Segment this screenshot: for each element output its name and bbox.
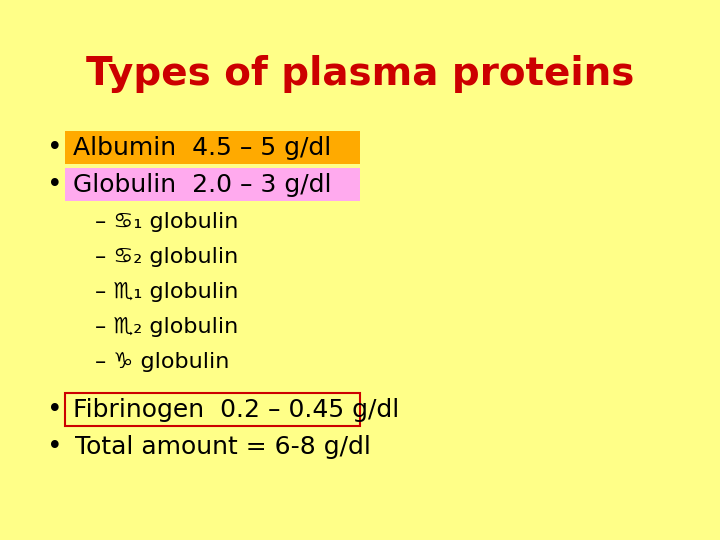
Text: •: • (48, 397, 63, 423)
Text: Total amount = 6-8 g/dl: Total amount = 6-8 g/dl (75, 435, 371, 459)
Text: Globulin  2.0 – 3 g/dl: Globulin 2.0 – 3 g/dl (73, 173, 331, 197)
Text: – ♋₁ globulin: – ♋₁ globulin (95, 212, 238, 232)
Text: Fibrinogen  0.2 – 0.45 g/dl: Fibrinogen 0.2 – 0.45 g/dl (73, 398, 400, 422)
Text: Albumin  4.5 – 5 g/dl: Albumin 4.5 – 5 g/dl (73, 136, 331, 160)
Text: •: • (48, 172, 63, 198)
Text: – ♋₂ globulin: – ♋₂ globulin (95, 247, 238, 267)
Text: – ♑ globulin: – ♑ globulin (95, 352, 230, 372)
FancyBboxPatch shape (65, 131, 360, 164)
Text: Types of plasma proteins: Types of plasma proteins (86, 55, 634, 93)
Text: – ♏₁ globulin: – ♏₁ globulin (95, 282, 238, 302)
FancyBboxPatch shape (65, 393, 360, 426)
Text: •: • (48, 434, 63, 460)
Text: •: • (48, 135, 63, 161)
FancyBboxPatch shape (65, 168, 360, 201)
Text: – ♏₂ globulin: – ♏₂ globulin (95, 317, 238, 337)
